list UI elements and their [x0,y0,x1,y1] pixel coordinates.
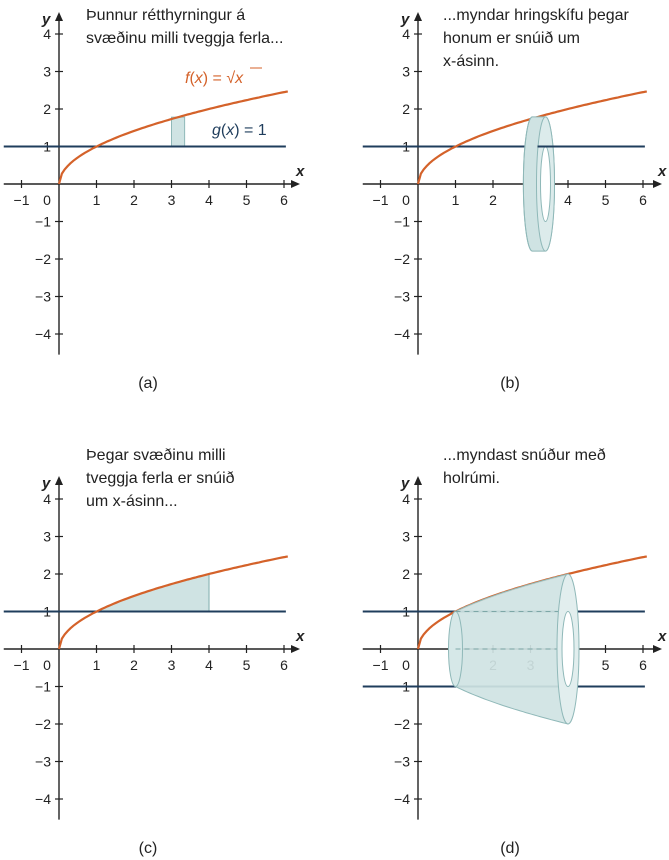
y-axis-label: y [41,475,51,492]
panel-caption: (d) [500,840,520,857]
x-tick-label: 4 [564,192,572,208]
x-tick-label: 6 [280,657,288,673]
x-axis-arrow [653,645,662,653]
y-tick-label: 2 [402,101,410,117]
x-axis-label: x [657,628,667,645]
y-axis-arrow [414,476,422,485]
y-tick-label: −1 [394,214,410,230]
y-axis-label: y [400,11,410,28]
y-tick-label: 3 [43,529,51,545]
thin-rectangle [171,116,186,147]
y-tick-label: 3 [402,529,410,545]
x-axis-label: x [657,163,667,180]
x-tick-label: 6 [639,657,647,673]
x-axis-arrow [291,180,300,188]
annotation-line: Þegar svæðinu milli [86,447,226,464]
f-curve [57,555,289,650]
annotation-line: ...myndar hringskífu þegar [443,7,630,24]
x-tick-label: 0 [402,192,410,208]
x-tick-label: 6 [639,192,647,208]
x-tick-label: 6 [280,192,288,208]
y-tick-label: −1 [35,679,51,695]
x-tick-label: 0 [43,192,51,208]
x-tick-label: 1 [452,192,460,208]
washer-back-edge [522,116,533,252]
annotation-line: holrúmi. [443,470,500,487]
y-tick-label: 4 [43,26,51,42]
annotation-line: um x-ásinn... [86,493,178,510]
x-tick-label: 2 [489,192,497,208]
panel-b: xy−101234564321−1−2−3−4...myndar hringsk… [362,7,667,392]
y-tick-label: 2 [43,566,51,582]
x-tick-label: 3 [168,192,176,208]
y-tick-label: −1 [35,214,51,230]
x-tick-label: 2 [130,657,138,673]
y-tick-label: −4 [394,326,410,342]
panel-caption: (b) [500,375,520,392]
y-tick-label: −2 [394,251,410,267]
panel-caption: (c) [139,840,158,857]
y-tick-label: −4 [394,791,410,807]
x-tick-label: −1 [14,657,30,673]
solid-hole [561,611,575,687]
x-tick-label: −1 [373,657,389,673]
panel-caption: (a) [138,375,158,392]
annotation-line: tveggja ferla er snúið [86,470,235,487]
y-axis-label: y [400,475,410,492]
x-axis-arrow [291,645,300,653]
y-tick-label: −2 [35,251,51,267]
washer-hole [540,146,551,222]
x-tick-label: −1 [373,192,389,208]
y-tick-label: 4 [402,26,410,42]
x-axis-label: x [295,628,305,645]
y-tick-label: −4 [35,791,51,807]
y-tick-label: −3 [35,289,51,305]
f-curve [57,90,289,185]
y-tick-label: −2 [35,716,51,732]
y-axis-arrow [55,476,63,485]
y-tick-label: −3 [394,754,410,770]
y-axis-arrow [414,12,422,21]
f-label: f(x) = √x [185,70,244,87]
x-tick-label: 2 [130,192,138,208]
y-tick-label: 3 [43,64,51,80]
y-tick-label: 2 [43,101,51,117]
g-label: g(x) = 1 [212,122,267,139]
y-tick-label: −2 [394,716,410,732]
x-tick-label: 5 [243,192,251,208]
annotation-line: svæðinu milli tveggja ferla... [86,30,283,47]
annotation-line: Þunnur rétthyrningur á [86,7,245,24]
y-tick-label: −3 [35,754,51,770]
annotation-line: honum er snúið um [443,30,580,47]
x-tick-label: 5 [243,657,251,673]
x-axis-arrow [653,180,662,188]
y-axis-label: y [41,11,51,28]
x-tick-label: −1 [14,192,30,208]
y-tick-label: 3 [402,64,410,80]
x-tick-label: 4 [205,657,213,673]
y-tick-label: 4 [43,491,51,507]
y-axis-arrow [55,12,63,21]
x-tick-label: 5 [602,192,610,208]
y-tick-label: 4 [402,491,410,507]
x-tick-label: 1 [93,192,101,208]
x-tick-label: 0 [402,657,410,673]
x-tick-label: 0 [43,657,51,673]
shaded-region [96,574,209,612]
y-tick-label: 2 [402,566,410,582]
panel-a: xy−101234564321−1−2−3−4f(x) = √xg(x) = 1… [3,7,305,392]
x-tick-label: 4 [205,192,213,208]
x-axis-label: x [295,163,305,180]
x-tick-label: 3 [168,657,176,673]
y-tick-label: −3 [394,289,410,305]
panel-d: xy−101234564321−1−2−3−4...myndast snúður… [362,447,667,857]
annotation-line: x-ásinn. [443,53,499,70]
annotation-line: ...myndast snúður með [443,447,606,464]
x-tick-label: 5 [602,657,610,673]
x-tick-label: 1 [93,657,101,673]
y-tick-label: −4 [35,326,51,342]
